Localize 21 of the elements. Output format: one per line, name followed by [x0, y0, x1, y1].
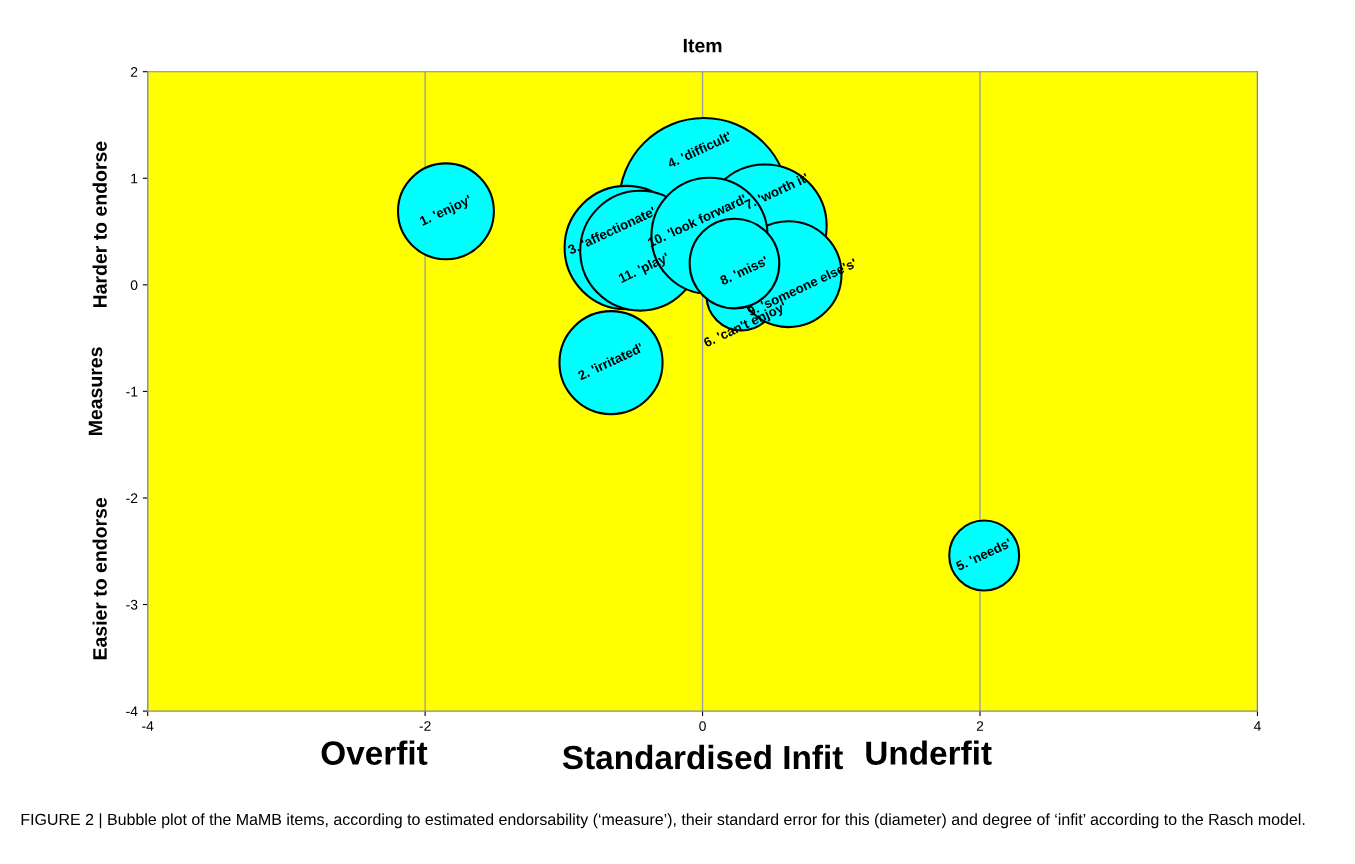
x-tick-label: -4 — [142, 721, 154, 731]
x-tick-label: -2 — [419, 721, 431, 731]
y-tick-label: 1 — [131, 173, 138, 184]
x-tick-label: 4 — [1253, 721, 1261, 731]
text: Harder to endorse — [92, 141, 107, 308]
chart-title: Item — [683, 38, 722, 53]
y-axis-title: Measures — [88, 347, 103, 435]
x-axis-title: Standardised Infit — [562, 744, 843, 770]
y-tick-label: -1 — [126, 386, 138, 397]
y-tick-label: -3 — [126, 599, 138, 610]
y-tick-label: 0 — [130, 280, 138, 290]
x-tick-label: 2 — [976, 721, 984, 731]
x-tick-label: 0 — [699, 721, 706, 731]
text: Underfit — [866, 740, 992, 765]
text: Overfit — [321, 740, 428, 765]
series-label: 8. 'miss' — [719, 255, 769, 286]
y-tick-label: 2 — [130, 67, 138, 77]
text: Easier to endorse — [92, 497, 107, 660]
y-tick-label: -4 — [126, 706, 138, 717]
y-tick-label: -2 — [126, 493, 138, 503]
caption: FIGURE 2 | Bubble plot of the MaMB items, according to estimated endorsability (‘measure’), their standard error for this (diameter) and degree of ‘infit’ according to the Rasch model. — [21, 813, 1305, 829]
